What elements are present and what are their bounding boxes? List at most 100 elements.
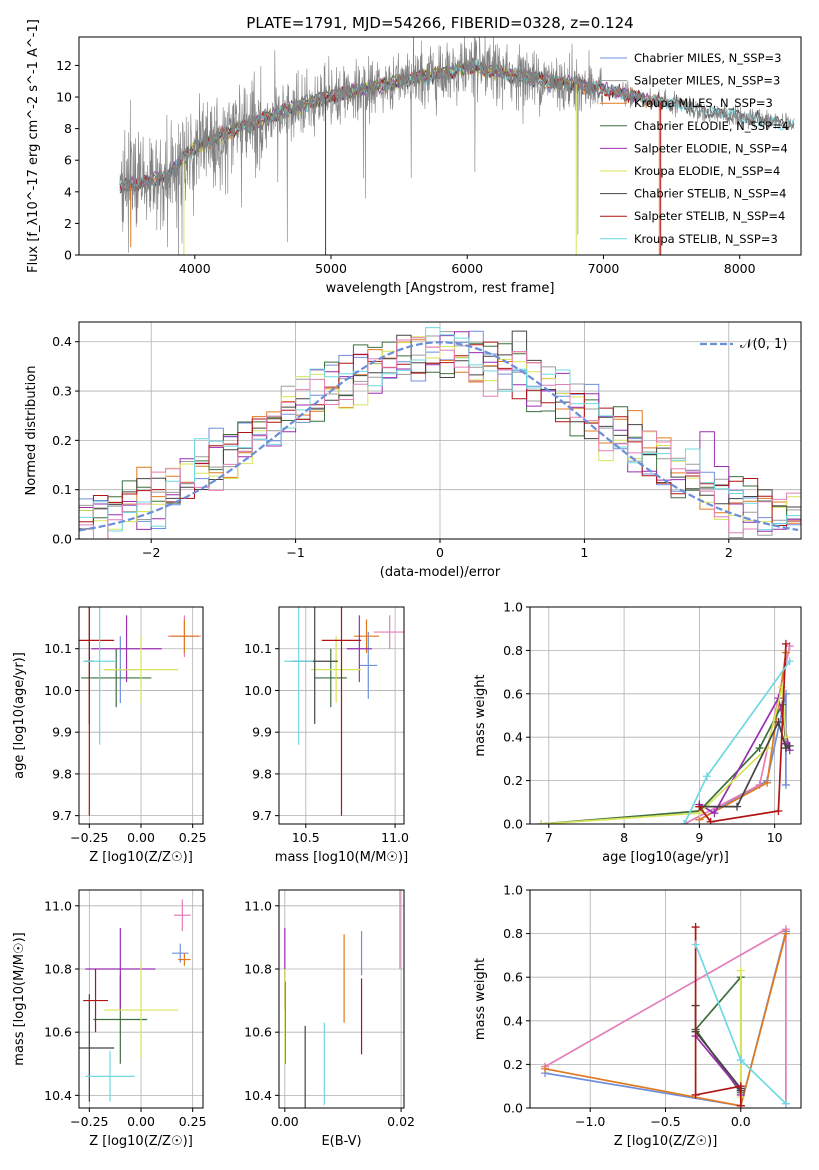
x-tick-label: 8000 xyxy=(724,261,756,276)
legend-label: Kroupa ELODIE, N_SSP=4 xyxy=(634,164,780,178)
y-tick-label: 0.6 xyxy=(503,970,523,985)
y-tick-label: 6 xyxy=(64,153,72,168)
mass-weight-marker xyxy=(774,806,783,815)
mass-weight-marker xyxy=(702,772,711,781)
y-tick-label: 10.4 xyxy=(244,1088,272,1103)
legend-label: Salpeter STELIB, N_SSP=4 xyxy=(634,209,785,223)
spectrum-legend: Chabrier MILES, N_SSP=3 Salpeter MILES, N… xyxy=(600,51,789,246)
y-tick-label: 1.0 xyxy=(503,600,523,615)
weight-vs-age-axes: 7 8 9 10 0.0 0.2 0.4 0.6 0.8 1.0 age [log10(age/yr… xyxy=(473,600,802,865)
y-tick-label: 11.0 xyxy=(44,898,72,913)
x-axis-label: Z [log10(Z/Z☉)] xyxy=(89,1134,193,1149)
x-tick-label: 1 xyxy=(580,545,588,560)
age-vs-mass-axes: 10.5 11.0 9.7 9.8 9.9 10.0 10.1 mass [log10(M/M… xyxy=(244,606,409,865)
y-tick-label: 10.4 xyxy=(44,1088,72,1103)
age-vs-mass-plot-area xyxy=(284,607,404,816)
y-tick-label: 9.7 xyxy=(52,808,72,823)
x-tick-label: 9 xyxy=(695,830,703,845)
x-tick-label: 0.00 xyxy=(127,1114,155,1129)
x-tick-label: 0.00 xyxy=(271,1114,299,1129)
residual-histogram-step xyxy=(79,341,801,526)
y-tick-label: 0.1 xyxy=(52,482,72,497)
y-tick-label: 10.0 xyxy=(244,683,272,698)
residual-hist-axes: −2 −1 0 1 2 0.0 0.1 0.2 0.3 0.4 (data-model)/error… xyxy=(24,321,802,580)
mass-weight-marker xyxy=(691,923,700,932)
y-tick-label: 0.8 xyxy=(503,643,523,658)
x-tick-label: 6000 xyxy=(451,261,483,276)
axes-frame xyxy=(278,889,405,1109)
y-tick-label: 0.2 xyxy=(52,433,72,448)
mass-weight-marker xyxy=(785,657,794,666)
y-tick-label: 0.4 xyxy=(52,334,72,349)
y-tick-label: 0.0 xyxy=(503,817,523,832)
mass-weight-line xyxy=(694,974,742,1096)
y-tick-label: 0 xyxy=(64,248,72,263)
x-tick-label: 8 xyxy=(620,830,628,845)
y-tick-label: 8 xyxy=(64,121,72,136)
plots-group: 4000 5000 6000 7000 8000024681012wavelength … xyxy=(12,19,802,1149)
x-tick-label: −1.0 xyxy=(575,1114,605,1129)
y-tick-label: 10.6 xyxy=(44,1025,72,1040)
y-tick-label: 0.0 xyxy=(503,1101,523,1116)
legend-label: Kroupa MILES, N_SSP=3 xyxy=(634,96,773,110)
weight-vs-age-plot-area xyxy=(537,639,794,824)
legend-label: 𝒩(0, 1) xyxy=(740,337,787,352)
mass-weight-marker xyxy=(781,1099,790,1108)
mass-weight-marker xyxy=(781,929,790,938)
y-tick-label: 9.9 xyxy=(52,725,72,740)
y-tick-label: 0.8 xyxy=(503,926,523,941)
mass-weight-marker xyxy=(781,780,790,789)
x-axis-label: Z [log10(Z/Z☉)] xyxy=(614,1134,718,1149)
mass-weight-marker xyxy=(680,820,689,824)
y-tick-label: 9.9 xyxy=(252,725,272,740)
x-axis-label: (data-model)/error xyxy=(380,565,501,580)
y-tick-label: 10 xyxy=(56,90,72,105)
y-axis-label: mass weight xyxy=(473,674,488,756)
y-tick-label: 10.1 xyxy=(244,641,272,656)
x-axis-label: age [log10(age/yr)] xyxy=(602,850,729,865)
x-tick-label: 0 xyxy=(436,545,444,560)
y-tick-label: 0.0 xyxy=(52,532,72,547)
legend-label: Salpeter ELODIE, N_SSP=4 xyxy=(634,141,788,155)
y-axis-label: age [log10(age/yr)] xyxy=(12,652,27,779)
y-tick-label: 10.0 xyxy=(44,683,72,698)
legend-label: Chabrier ELODIE, N_SSP=4 xyxy=(634,119,789,133)
y-tick-label: 2 xyxy=(64,216,72,231)
y-axis-label: Normed distribution xyxy=(24,366,39,496)
y-axis-label: mass [log10(M/M☉)] xyxy=(12,932,27,1065)
x-tick-label: 7000 xyxy=(588,261,620,276)
mass-weight-marker xyxy=(691,1090,700,1099)
residual-histogram-step xyxy=(79,336,801,530)
axes-frame xyxy=(78,36,802,256)
mass-vs-ebv-axes: 0.00 0.02 10.4 10.6 10.8 11.0 E(B-V) xyxy=(244,889,415,1149)
x-tick-label: 10 xyxy=(767,830,783,845)
mass-weight-line xyxy=(541,687,787,824)
mass-weight-marker xyxy=(695,802,704,811)
figure-title: PLATE=1791, MJD=54266, FIBERID=0328, z=0… xyxy=(246,14,633,32)
mass-vs-Z-plot-area xyxy=(79,899,191,1102)
mass-weight-marker xyxy=(781,639,790,648)
x-tick-label: 11.0 xyxy=(381,830,409,845)
spectrum-plot-area xyxy=(119,37,795,255)
y-tick-label: 0.2 xyxy=(503,773,523,788)
x-tick-label: 0.25 xyxy=(179,1114,207,1129)
y-tick-label: 10.8 xyxy=(44,961,72,976)
axes-frame xyxy=(529,606,802,825)
x-axis-label: wavelength [Angstrom, rest frame] xyxy=(326,281,555,296)
mass-weight-marker xyxy=(785,741,794,750)
normal-distribution-curve xyxy=(79,341,799,532)
age-vs-Z-plot-area xyxy=(79,607,201,816)
legend-label: Salpeter MILES, N_SSP=3 xyxy=(634,74,780,88)
age-vs-Z-axes: −0.25 0.00 0.25 9.7 9.8 9.9 10.0 10.1 Z [log10(Z… xyxy=(12,606,207,865)
legend-label: Chabrier MILES, N_SSP=3 xyxy=(634,51,781,65)
mass-weight-marker xyxy=(691,940,700,949)
weight-vs-Z-axes: −1.0 −0.5 0.0 0.0 0.2 0.4 0.6 0.8 1.0 Z [log10(Z/… xyxy=(473,883,802,1149)
x-tick-label: 10.5 xyxy=(292,830,320,845)
y-tick-label: 9.7 xyxy=(252,808,272,823)
y-axis-label: mass weight xyxy=(473,958,488,1040)
mass-weight-line xyxy=(694,1005,742,1091)
axes-frame xyxy=(278,606,405,825)
mass-vs-Z-axes: −0.25 0.00 0.25 10.4 10.6 10.8 11.0 Z [log10(Z/… xyxy=(12,889,207,1149)
residual-hist-plot-area xyxy=(79,327,801,539)
mass-weight-marker xyxy=(733,802,742,811)
